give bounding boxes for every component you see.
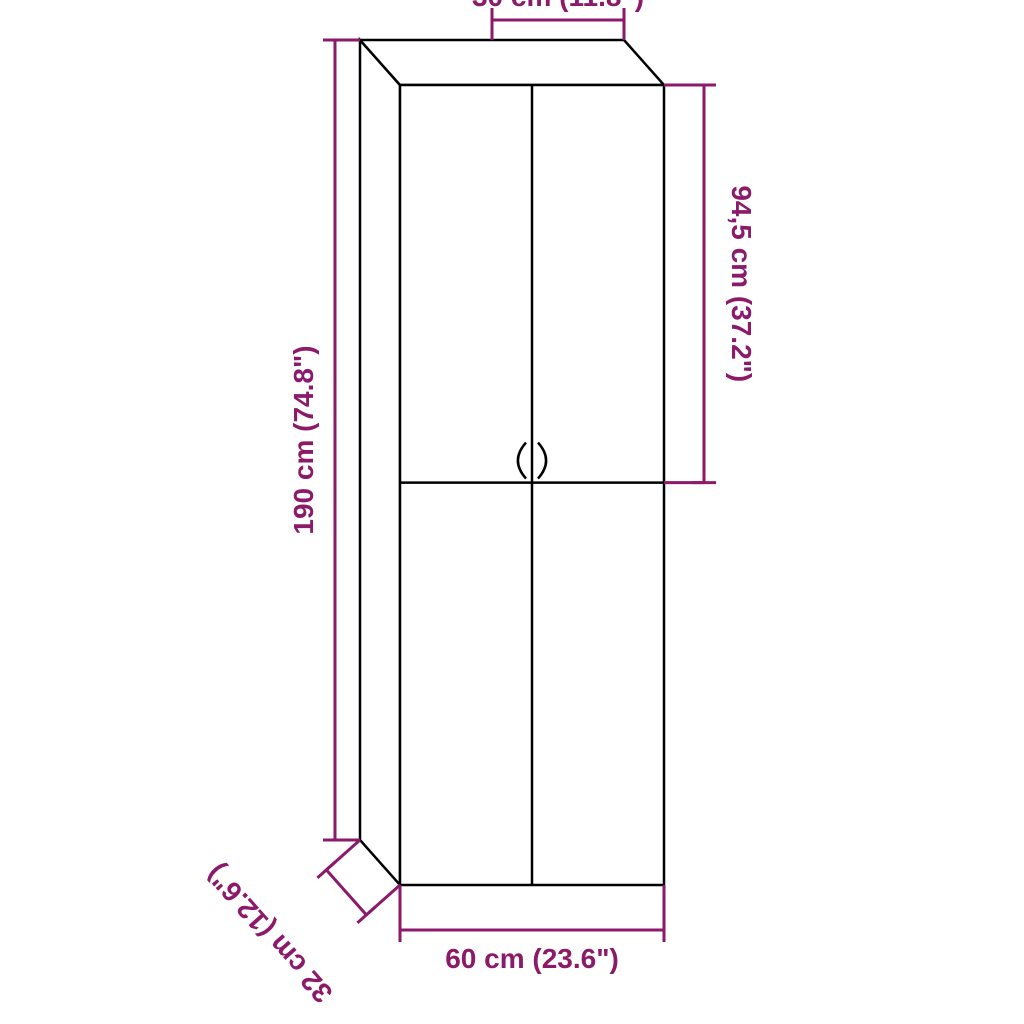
dim-door-width-label: 30 cm (11.8") (472, 0, 644, 12)
cabinet-top-panel (360, 40, 664, 85)
dim-width-label: 60 cm (23.6") (445, 943, 619, 974)
cabinet-side-panel (360, 40, 400, 885)
dim-height-label: 190 cm (74.8") (288, 345, 319, 534)
dim-door-height-label: 94,5 cm (37.2") (726, 185, 757, 382)
dim-depth-label: 32 cm (12.6") (200, 859, 338, 1009)
